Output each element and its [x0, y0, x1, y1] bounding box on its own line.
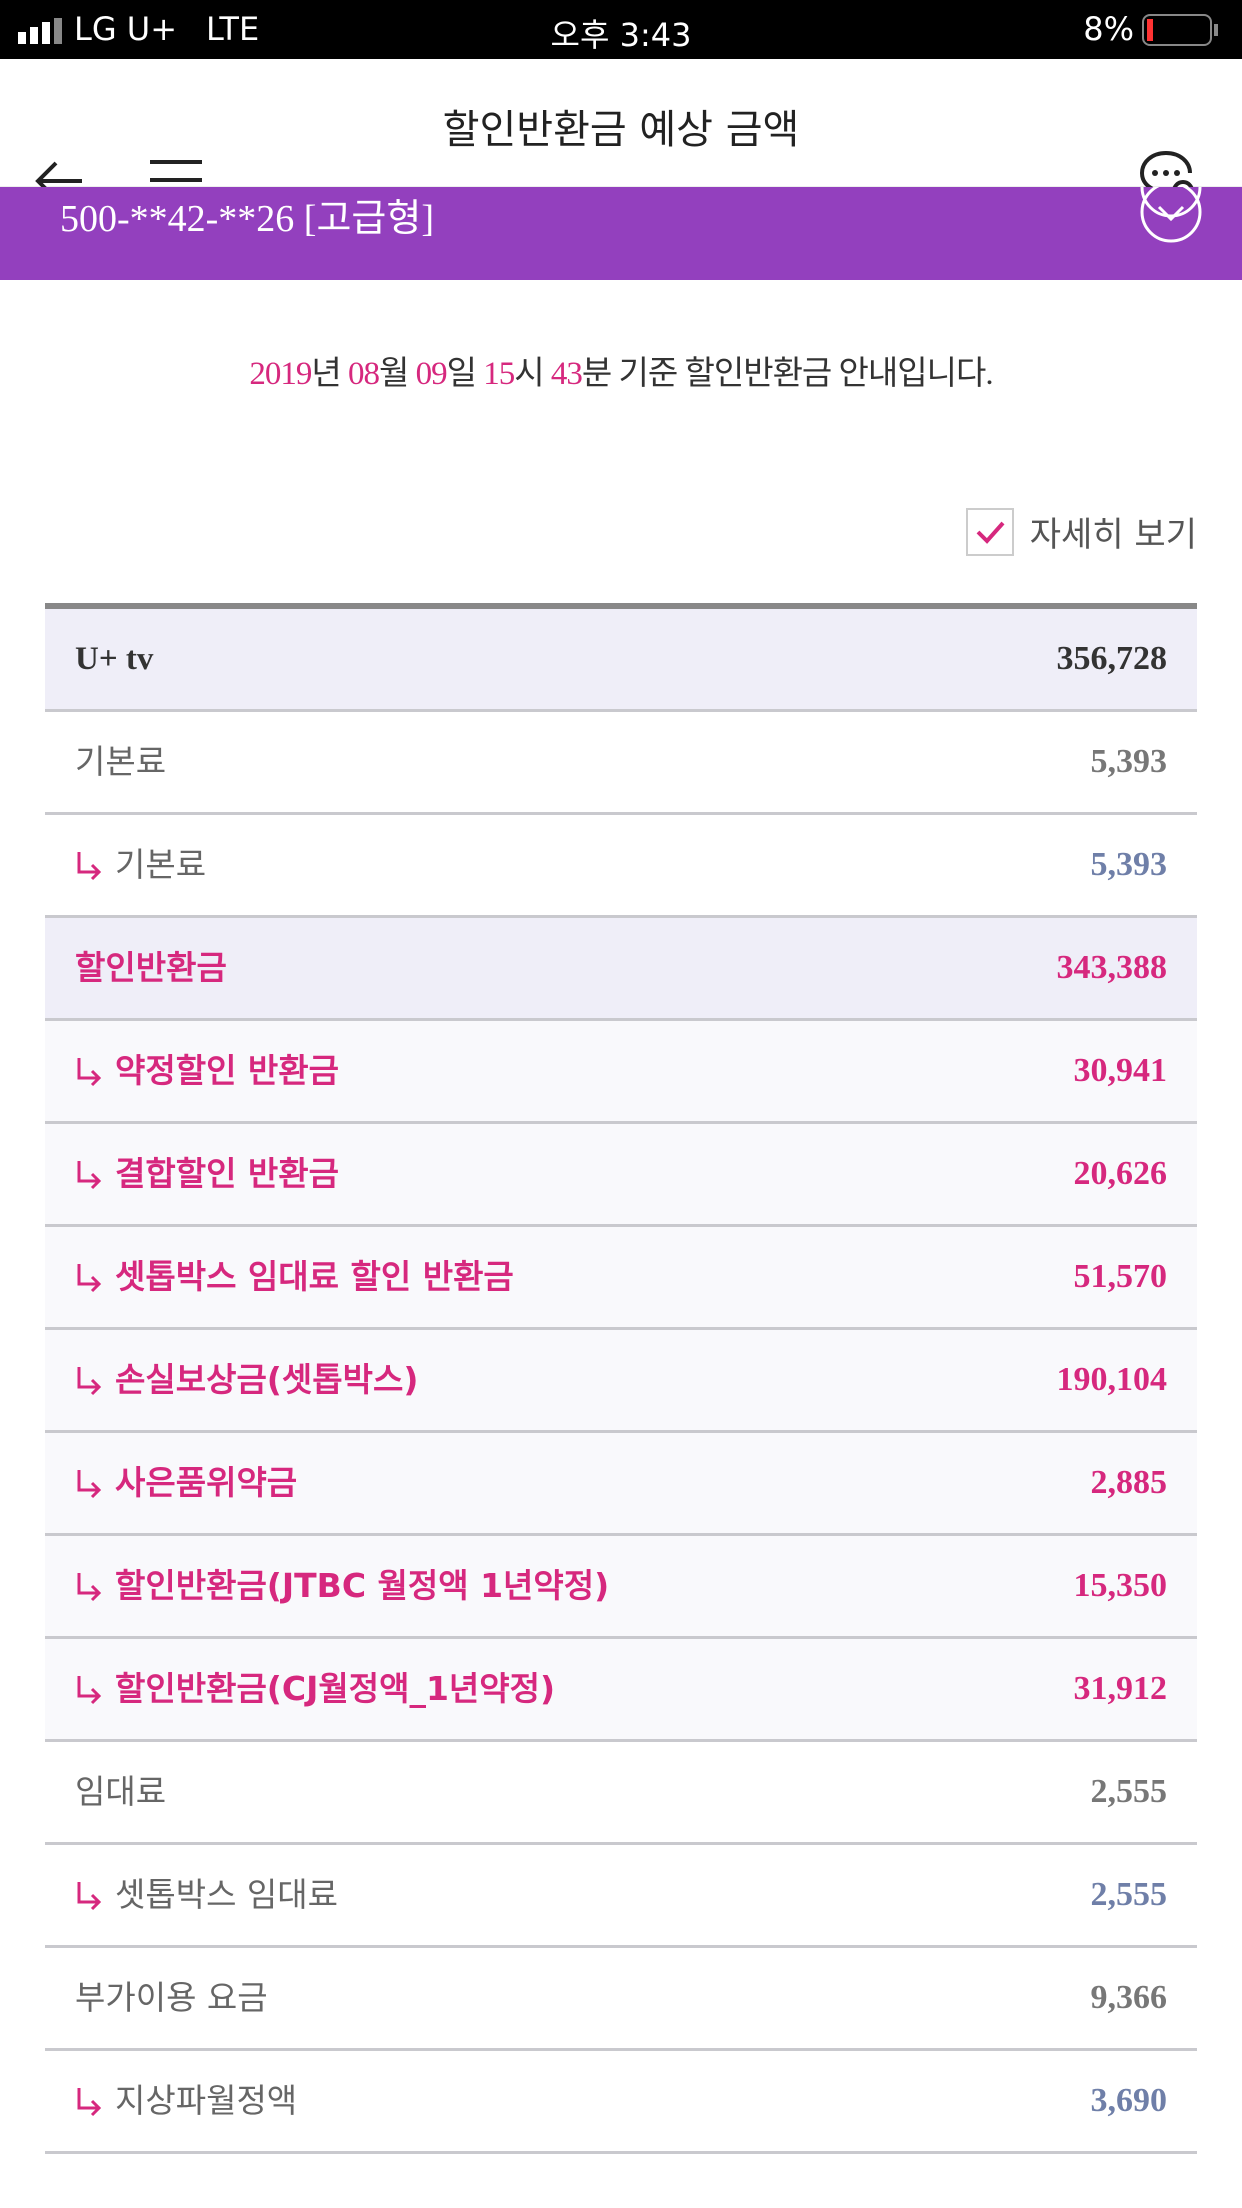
row-amount: 2,555	[1090, 1773, 1168, 1810]
row-label-wrap: 기본료	[75, 712, 166, 812]
table-row: 기본료 5,393	[45, 815, 1197, 918]
row-label-wrap: 임대료	[75, 1742, 166, 1842]
row-label: 셋톱박스 임대료 할인 반환금	[115, 1257, 514, 1296]
row-label: 결합할인 반환금	[115, 1154, 340, 1193]
table-row: 지상파월정액 3,690	[45, 2051, 1197, 2154]
account-bar: 500-**42-**26 [고급형]	[0, 187, 1242, 280]
row-label-wrap: 셋톱박스 임대료	[75, 1845, 338, 1945]
row-label-wrap: 부가이용 요금	[75, 1948, 268, 2048]
row-label: 사은품위약금	[115, 1463, 298, 1502]
table-row: 손실보상금(셋톱박스) 190,104	[45, 1330, 1197, 1433]
battery-icon	[1142, 14, 1218, 46]
row-label-wrap: U+ tv	[75, 609, 153, 709]
sub-arrow-icon	[77, 2088, 102, 2117]
fee-table: U+ tv 356,728 기본료 5,393 기본료 5,393 할인반환금 343,388…	[45, 603, 1197, 2154]
row-label: 기본료	[75, 742, 167, 781]
row-label: 임대료	[75, 1772, 167, 1811]
notice-segment: 분 기준 할인반환금 안내입니다.	[581, 356, 994, 392]
table-row: 임대료 2,555	[45, 1742, 1197, 1845]
table-row: 결합할인 반환금 20,626	[45, 1124, 1197, 1227]
row-label-wrap: 지상파월정액	[75, 2051, 297, 2151]
row-label-wrap: 사은품위약금	[75, 1433, 297, 1533]
toggle-label: 자세히 보기	[1029, 515, 1197, 555]
row-amount: 190,104	[1056, 1361, 1168, 1398]
row-amount: 3,690	[1090, 2082, 1168, 2119]
row-label: 약정할인 반환금	[115, 1051, 340, 1090]
expand-button[interactable]	[1140, 187, 1202, 243]
row-label-wrap: 할인반환금(JTBC 월정액 1년약정)	[75, 1536, 609, 1636]
notice-segment: 09	[415, 356, 448, 392]
network: LTE	[206, 10, 260, 48]
row-label-wrap: 할인반환금	[75, 918, 227, 1018]
row-amount: 2,885	[1090, 1464, 1168, 1501]
table-row: 셋톱박스 임대료 할인 반환금 51,570	[45, 1227, 1197, 1330]
detail-toggle[interactable]: 자세히 보기	[965, 507, 1197, 556]
notice-segment: 15	[483, 356, 515, 392]
row-amount: 343,388	[1056, 949, 1168, 986]
row-label-wrap: 셋톱박스 임대료 할인 반환금	[75, 1227, 514, 1327]
row-amount: 20,626	[1073, 1155, 1168, 1192]
row-label-wrap: 약정할인 반환금	[75, 1021, 339, 1121]
table-row: 약정할인 반환금 30,941	[45, 1021, 1197, 1124]
sub-arrow-icon	[77, 1058, 102, 1087]
notice-segment: 시	[514, 356, 551, 392]
battery: 8%	[1083, 10, 1134, 48]
row-label: U+ tv	[75, 641, 154, 677]
row-amount: 2,555	[1090, 1876, 1168, 1913]
notice-segment: 43	[550, 356, 583, 392]
row-label: 부가이용 요금	[75, 1978, 268, 2017]
sub-arrow-icon	[77, 1264, 102, 1293]
carrier: LG U+	[74, 10, 178, 48]
row-label: 할인반환금	[75, 948, 227, 987]
notice-segment: 년	[311, 356, 349, 392]
row-amount: 30,941	[1073, 1052, 1168, 1089]
table-row: 할인반환금(JTBC 월정액 1년약정) 15,350	[45, 1536, 1197, 1639]
check-mark	[976, 521, 1005, 544]
row-label-wrap: 결합할인 반환금	[75, 1124, 339, 1224]
table-row: U+ tv 356,728	[45, 609, 1197, 712]
sub-arrow-icon	[77, 1161, 102, 1190]
table-row: 셋톱박스 임대료 2,555	[45, 1845, 1197, 1948]
notice-segment: 일	[446, 356, 484, 392]
row-label-wrap: 할인반환금(CJ월정액_1년약정)	[75, 1639, 555, 1739]
sub-arrow-icon	[77, 852, 102, 881]
sub-arrow-icon	[77, 1676, 102, 1705]
page-title: 할인반환금 예상 금액	[442, 107, 800, 153]
header: 할인반환금 예상 금액	[0, 59, 1242, 208]
row-label: 할인반환금(CJ월정액_1년약정)	[115, 1669, 556, 1708]
row-label: 기본료	[115, 845, 207, 884]
row-amount: 15,350	[1073, 1567, 1168, 1604]
row-amount: 356,728	[1056, 640, 1168, 677]
row-label-wrap: 기본료	[75, 815, 206, 915]
sub-arrow-icon	[77, 1470, 102, 1499]
checkbox[interactable]	[965, 507, 1014, 556]
row-amount: 5,393	[1090, 846, 1168, 883]
notice-segment: 2019	[249, 356, 312, 392]
table-row: 할인반환금(CJ월정액_1년약정) 31,912	[45, 1639, 1197, 1742]
signal-icon	[18, 18, 62, 44]
status-bar: LG U+ LTE 오후 3:43 8%	[0, 0, 1242, 59]
row-amount: 5,393	[1090, 743, 1168, 780]
table-row: 사은품위약금 2,885	[45, 1433, 1197, 1536]
table-row: 부가이용 요금 9,366	[45, 1948, 1197, 2051]
notice-segment: 08	[348, 356, 380, 392]
time: 오후 3:43	[550, 16, 692, 54]
row-label: 지상파월정액	[115, 2081, 298, 2120]
sub-arrow-icon	[77, 1367, 102, 1396]
row-amount: 51,570	[1073, 1258, 1168, 1295]
sub-arrow-icon	[77, 1882, 102, 1911]
row-amount: 9,366	[1090, 1979, 1168, 2016]
table-row: 기본료 5,393	[45, 712, 1197, 815]
notice-segment: 월	[379, 356, 416, 392]
row-label: 손실보상금(셋톱박스)	[115, 1360, 419, 1399]
row-label: 셋톱박스 임대료	[115, 1875, 339, 1914]
row-amount: 31,912	[1073, 1670, 1168, 1707]
notice: 2019년 08월 09일 15시 43분 기준 할인반환금 안내입니다.	[0, 346, 1242, 394]
row-label-wrap: 손실보상금(셋톱박스)	[75, 1330, 418, 1430]
account-number: 500-**42-**26 [고급형]	[60, 198, 434, 240]
table-row: 할인반환금 343,388	[45, 918, 1197, 1021]
row-label: 할인반환금(JTBC 월정액 1년약정)	[115, 1566, 610, 1605]
sub-arrow-icon	[77, 1573, 102, 1602]
